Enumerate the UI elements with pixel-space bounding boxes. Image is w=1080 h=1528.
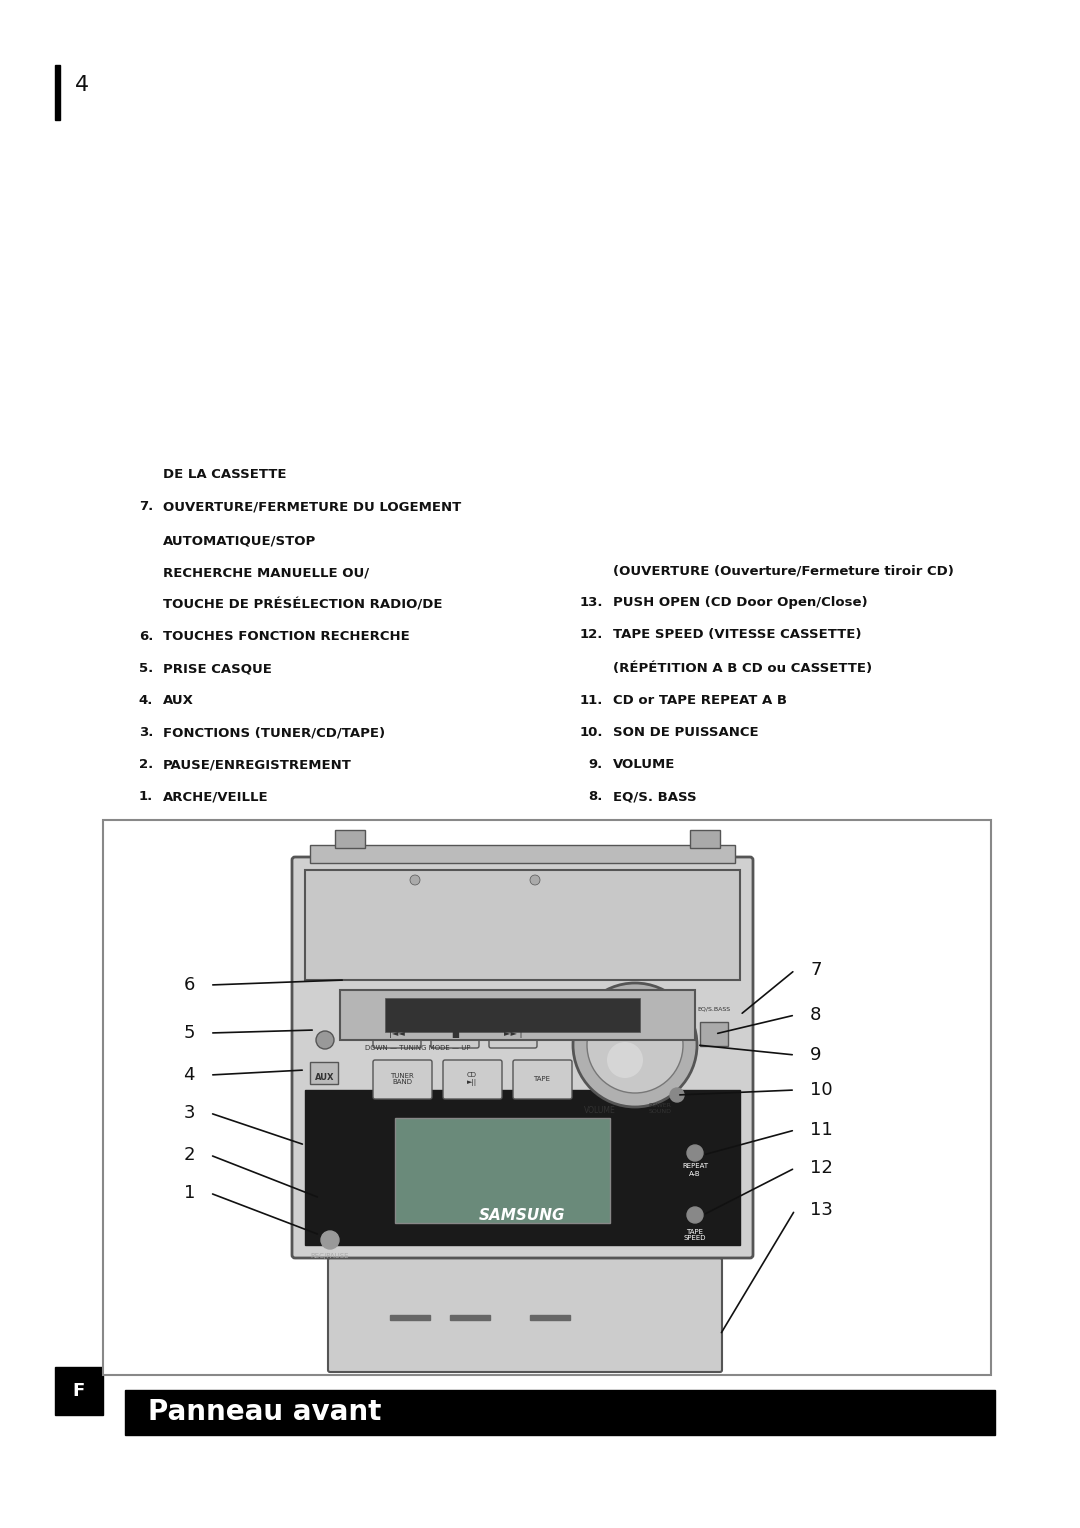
Text: 6.: 6. <box>138 630 153 643</box>
Text: FONCTIONS (TUNER/CD/TAPE): FONCTIONS (TUNER/CD/TAPE) <box>163 726 386 740</box>
Text: TUNER
BAND: TUNER BAND <box>390 1073 414 1085</box>
Text: ■: ■ <box>451 1030 459 1039</box>
Circle shape <box>410 876 420 885</box>
Text: VOLUME: VOLUME <box>613 758 675 772</box>
Text: AUTOMATIQUE/STOP: AUTOMATIQUE/STOP <box>163 533 316 547</box>
Text: 1: 1 <box>184 1184 195 1203</box>
FancyBboxPatch shape <box>489 1021 537 1048</box>
FancyBboxPatch shape <box>292 857 753 1258</box>
FancyBboxPatch shape <box>373 1060 432 1099</box>
Bar <box>55 1368 103 1415</box>
Text: 4: 4 <box>184 1067 195 1083</box>
Text: 13: 13 <box>810 1201 833 1219</box>
Text: REC/PAUSE: REC/PAUSE <box>311 1253 349 1259</box>
FancyBboxPatch shape <box>431 1021 480 1048</box>
Bar <box>310 1062 338 1083</box>
Text: 9: 9 <box>810 1047 822 1063</box>
Circle shape <box>530 876 540 885</box>
Text: 3.: 3. <box>138 726 153 740</box>
Text: 3: 3 <box>184 1105 195 1122</box>
Bar <box>340 990 696 1041</box>
Text: 4: 4 <box>75 75 90 95</box>
FancyBboxPatch shape <box>103 821 991 1375</box>
Text: DOWN — TUNING MODE — UP: DOWN — TUNING MODE — UP <box>365 1045 471 1051</box>
Text: ARCHE/VEILLE: ARCHE/VEILLE <box>163 790 269 804</box>
Text: 2: 2 <box>184 1146 195 1164</box>
Text: 10.: 10. <box>580 726 603 740</box>
Text: TOUCHES FONCTION RECHERCHE: TOUCHES FONCTION RECHERCHE <box>163 630 409 643</box>
Text: 11.: 11. <box>580 694 603 707</box>
Circle shape <box>687 1144 703 1161</box>
Text: TAPE: TAPE <box>534 1076 551 1082</box>
Text: 9.: 9. <box>589 758 603 772</box>
Text: CD
►||: CD ►|| <box>467 1073 477 1086</box>
Bar <box>395 1118 610 1222</box>
Circle shape <box>573 983 697 1106</box>
Text: 8: 8 <box>810 1005 822 1024</box>
Text: POWER
SOUND: POWER SOUND <box>648 1103 672 1114</box>
Text: 7: 7 <box>810 961 822 979</box>
Text: PAUSE/ENREGISTREMENT: PAUSE/ENREGISTREMENT <box>163 758 352 772</box>
Bar <box>335 830 365 848</box>
Text: F: F <box>72 1381 85 1400</box>
Bar <box>310 845 735 863</box>
Text: AUX: AUX <box>315 1073 335 1082</box>
Circle shape <box>670 1088 684 1102</box>
FancyBboxPatch shape <box>373 1021 421 1048</box>
Text: REPEAT
A-B: REPEAT A-B <box>681 1163 708 1177</box>
Text: CD or TAPE REPEAT A B: CD or TAPE REPEAT A B <box>613 694 787 707</box>
Circle shape <box>321 1232 339 1248</box>
Text: (OUVERTURE (Ouverture/Fermeture tiroir CD): (OUVERTURE (Ouverture/Fermeture tiroir C… <box>613 564 954 578</box>
Circle shape <box>316 1031 334 1050</box>
Bar <box>305 869 740 979</box>
Text: |◄◄: |◄◄ <box>389 1030 405 1039</box>
Bar <box>690 830 720 848</box>
Circle shape <box>588 996 683 1093</box>
Bar <box>450 1316 490 1320</box>
Text: TAPE SPEED (VITESSE CASSETTE): TAPE SPEED (VITESSE CASSETTE) <box>613 628 862 642</box>
Text: 6: 6 <box>184 976 195 995</box>
Text: VOLUME: VOLUME <box>584 1106 616 1115</box>
Bar <box>305 1089 740 1245</box>
Text: 13.: 13. <box>580 596 603 610</box>
Text: DE LA CASSETTE: DE LA CASSETTE <box>163 468 286 481</box>
Text: Panneau avant: Panneau avant <box>148 1398 381 1426</box>
Bar <box>125 1390 995 1435</box>
Text: PRISE CASQUE: PRISE CASQUE <box>163 662 272 675</box>
Text: OUVERTURE/FERMETURE DU LOGEMENT: OUVERTURE/FERMETURE DU LOGEMENT <box>163 500 461 513</box>
Text: 11: 11 <box>810 1122 833 1138</box>
Text: 5: 5 <box>184 1024 195 1042</box>
Circle shape <box>687 1207 703 1222</box>
FancyBboxPatch shape <box>443 1060 502 1099</box>
Text: 4.: 4. <box>138 694 153 707</box>
Text: TOUCHE DE PRÉSÉLECTION RADIO/DE: TOUCHE DE PRÉSÉLECTION RADIO/DE <box>163 597 443 611</box>
FancyBboxPatch shape <box>328 1258 723 1372</box>
Text: EQ/S.BASS: EQ/S.BASS <box>698 1005 730 1012</box>
Text: 7.: 7. <box>138 500 153 513</box>
Text: SON DE PUISSANCE: SON DE PUISSANCE <box>613 726 758 740</box>
Text: ►► |: ►► | <box>503 1030 523 1039</box>
Text: (RÉPÉTITION A B CD ou CASSETTE): (RÉPÉTITION A B CD ou CASSETTE) <box>613 662 873 675</box>
Text: 12: 12 <box>810 1160 833 1177</box>
Text: 5.: 5. <box>138 662 153 675</box>
Bar <box>384 998 640 1031</box>
Text: EQ/S. BASS: EQ/S. BASS <box>613 790 697 804</box>
FancyBboxPatch shape <box>513 1060 572 1099</box>
Bar <box>700 1022 728 1047</box>
Text: 1.: 1. <box>138 790 153 804</box>
Text: TAPE
SPEED: TAPE SPEED <box>684 1229 706 1241</box>
Bar <box>55 66 60 121</box>
Text: 12.: 12. <box>580 628 603 642</box>
Text: AUX: AUX <box>163 694 194 707</box>
Text: 2.: 2. <box>138 758 153 772</box>
Circle shape <box>607 1042 643 1077</box>
Bar <box>390 1316 430 1320</box>
Bar <box>530 1316 570 1320</box>
Text: PUSH OPEN (CD Door Open/Close): PUSH OPEN (CD Door Open/Close) <box>613 596 867 610</box>
Text: RECHERCHE MANUELLE OU/: RECHERCHE MANUELLE OU/ <box>163 565 369 579</box>
Text: 10: 10 <box>810 1080 833 1099</box>
Text: 8.: 8. <box>589 790 603 804</box>
Text: SAMSUNG: SAMSUNG <box>480 1207 566 1222</box>
